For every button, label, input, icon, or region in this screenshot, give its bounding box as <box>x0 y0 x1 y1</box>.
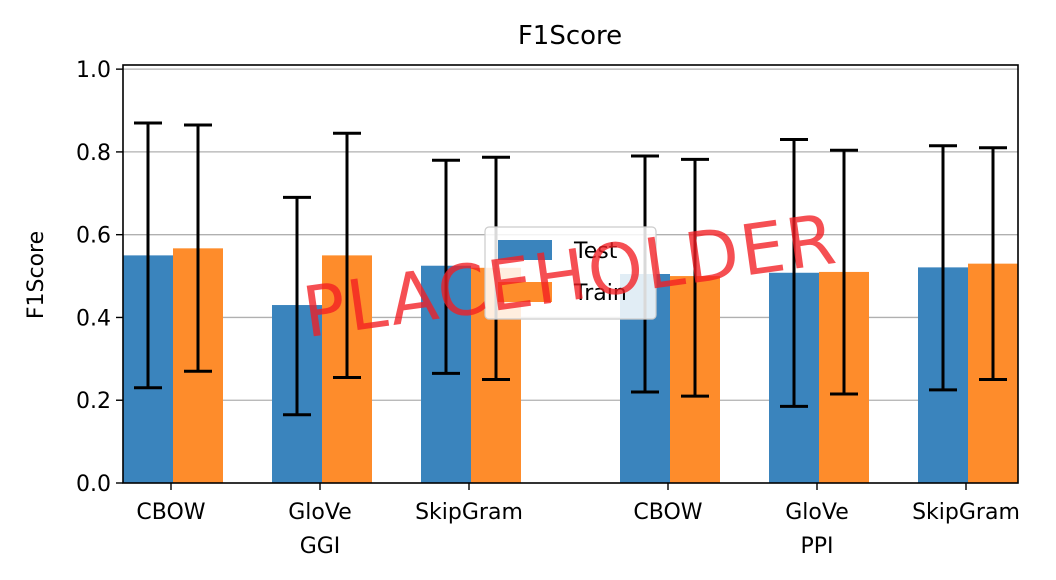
plot-frame <box>122 64 1019 484</box>
x-tick-label: SkipGram <box>415 500 523 525</box>
y-tick-label: 0.2 <box>76 389 111 414</box>
x-tick-label: GloVe <box>785 500 849 525</box>
legend-swatch-test <box>498 240 552 260</box>
x-tick-label: SkipGram <box>912 500 1020 525</box>
y-tick-label: 0.4 <box>76 306 111 331</box>
y-tick-label: 0.8 <box>76 141 111 166</box>
chart-title: F1Score <box>518 21 622 51</box>
legend-swatch-train <box>498 282 552 302</box>
y-tick-label: 0.0 <box>76 472 111 497</box>
legend-label-test: Test <box>573 239 618 264</box>
group-label: PPI <box>800 534 833 559</box>
group-label: GGI <box>300 534 341 559</box>
x-tick-label: GloVe <box>288 500 352 525</box>
y-tick-label: 0.6 <box>76 224 111 249</box>
x-axis: CBOW GloVe SkipGram CBOW GloVe SkipGram GGI PPI <box>136 483 1020 559</box>
y-axis-label: F1Score <box>24 231 49 319</box>
x-tick-label: CBOW <box>633 500 702 525</box>
x-tick-label: CBOW <box>136 500 205 525</box>
legend-label-train: Train <box>573 281 627 306</box>
watermark: PLACEHOLDER <box>298 198 842 354</box>
legend: Test Train <box>484 226 657 320</box>
y-axis: 0.0 0.2 0.4 0.6 0.8 1.0 <box>76 58 123 497</box>
y-tick-label: 1.0 <box>76 58 111 83</box>
